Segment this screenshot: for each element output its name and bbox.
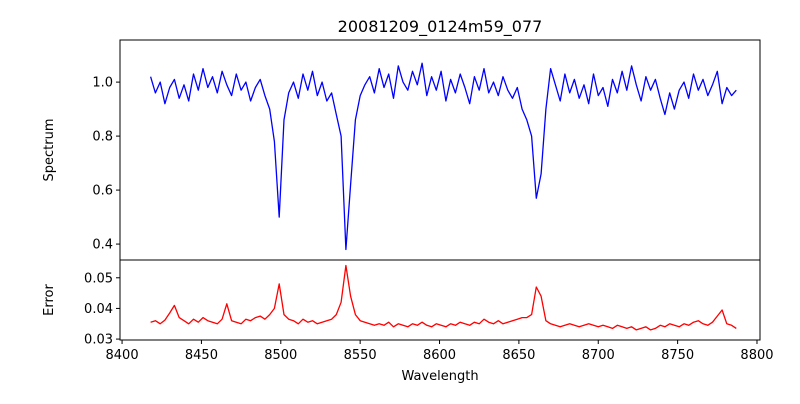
y-tick-label: 0.05 xyxy=(84,271,113,286)
y-tick-label: 0.8 xyxy=(92,130,113,145)
spectrum-line xyxy=(149,62,737,251)
x-tick-label: 8650 xyxy=(502,348,535,363)
x-axis-label: Wavelength xyxy=(401,369,478,384)
error-line xyxy=(150,264,737,331)
error-axes-frame xyxy=(119,259,761,341)
x-tick-label: 8500 xyxy=(264,348,297,363)
x-tick-label: 8700 xyxy=(582,348,615,363)
x-tick-label: 8750 xyxy=(661,348,694,363)
x-tick-label: 8550 xyxy=(344,348,377,363)
y-tick-label: 1.0 xyxy=(92,76,113,91)
y-tick-label: 0.03 xyxy=(84,333,113,348)
x-tick-label: 8800 xyxy=(740,348,773,363)
chart-title: 20081209_0124m59_077 xyxy=(338,17,543,37)
x-tick-label: 8400 xyxy=(106,348,139,363)
x-tick-label: 8450 xyxy=(185,348,218,363)
y-tick-label: 0.04 xyxy=(84,302,113,317)
y-tick-label: 0.6 xyxy=(92,184,113,199)
y-axis-label-error: Error xyxy=(42,284,57,316)
y-tick-label: 0.4 xyxy=(92,238,113,253)
x-tick-label: 8600 xyxy=(423,348,456,363)
y-axis-label-spectrum: Spectrum xyxy=(42,119,57,182)
